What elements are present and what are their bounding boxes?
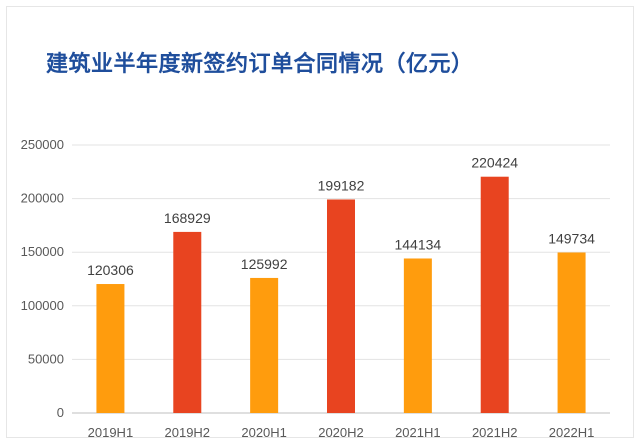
chart-title: 建筑业半年度新签约订单合同情况（亿元） — [46, 52, 474, 77]
bar — [480, 176, 509, 413]
x-tick-label: 2019H2 — [165, 425, 211, 440]
data-label: 220424 — [471, 155, 518, 171]
y-tick-label: 200000 — [21, 191, 64, 206]
y-tick-label: 50000 — [28, 351, 64, 366]
x-tick-label: 2021H1 — [395, 425, 441, 440]
bar — [327, 199, 355, 413]
y-tick-label: 100000 — [21, 298, 64, 313]
bar — [403, 258, 432, 413]
data-label: 149734 — [548, 230, 595, 246]
bar — [173, 231, 202, 413]
x-tick-label: 2020H2 — [318, 425, 364, 440]
x-tick-label: 2022H1 — [549, 425, 595, 440]
data-label: 144134 — [394, 236, 441, 252]
y-tick-label: 150000 — [21, 244, 64, 259]
data-label: 168929 — [164, 210, 211, 226]
x-tick-label: 2021H2 — [472, 425, 518, 440]
bar — [250, 277, 279, 413]
data-label: 199182 — [318, 177, 365, 193]
data-label: 125992 — [241, 256, 288, 272]
bar — [96, 284, 125, 413]
x-tick-label: 2019H1 — [88, 425, 134, 440]
y-tick-label: 0 — [57, 405, 64, 420]
y-tick-label: 250000 — [21, 137, 64, 152]
chart-frame — [6, 6, 634, 438]
x-tick-label: 2020H1 — [241, 425, 287, 440]
bar — [557, 252, 586, 413]
data-label: 120306 — [87, 262, 134, 278]
